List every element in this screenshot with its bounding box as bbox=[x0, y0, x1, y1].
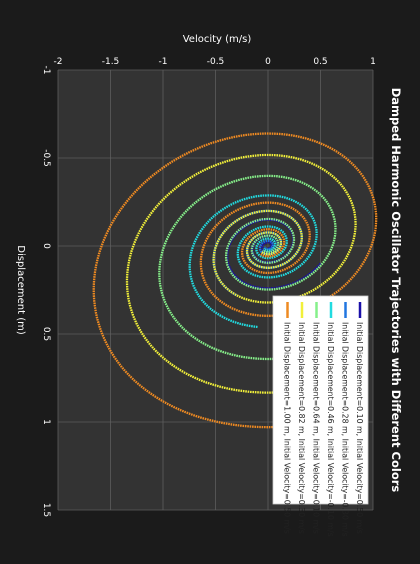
y-tick-label: -2 bbox=[54, 57, 63, 67]
series-line bbox=[158, 174, 337, 361]
x-tick-label: -1 bbox=[41, 66, 51, 75]
x-tick-label: 0.5 bbox=[41, 327, 51, 341]
legend-label: Initial Displacement=0.10 m, Initial Vel… bbox=[355, 322, 364, 534]
y-axis-label: Velocity (m/s) bbox=[183, 34, 252, 45]
legend-label: Initial Displacement=0.82 m, Initial Vel… bbox=[297, 322, 306, 534]
series-line bbox=[212, 209, 303, 297]
x-tick-label: -0.5 bbox=[41, 149, 51, 167]
legend: Initial Displacement=0.10 m, Initial Vel… bbox=[272, 295, 369, 537]
y-tick-label: 0.5 bbox=[313, 57, 327, 67]
x-tick-label: 1.5 bbox=[41, 503, 51, 517]
chart-title: Damped Harmonic Oscillator Trajectories … bbox=[389, 88, 403, 493]
x-axis-label: Displacement (m) bbox=[15, 245, 26, 335]
legend-label: Initial Displacement=1.00 m, Initial Vel… bbox=[283, 322, 292, 534]
y-tick-label: 1 bbox=[370, 57, 376, 67]
x-tick-label: 1 bbox=[41, 419, 51, 425]
legend-box bbox=[272, 295, 369, 505]
y-tick-label: -1.5 bbox=[102, 57, 120, 67]
legend-label: Initial Displacement=0.64 m, Initial Vel… bbox=[312, 322, 321, 534]
series-line bbox=[92, 132, 378, 429]
series-line bbox=[125, 153, 357, 394]
legend-label: Initial Displacement=0.46 m, Initial Vel… bbox=[326, 322, 335, 537]
series-line bbox=[188, 194, 318, 329]
y-tick-label: -1 bbox=[159, 57, 168, 67]
x-tick-label: 0 bbox=[41, 243, 51, 249]
y-tick-label: -0.5 bbox=[207, 57, 225, 67]
legend-label: Initial Displacement=0.28 m, Initial Vel… bbox=[341, 322, 350, 537]
y-tick-label: 0 bbox=[265, 57, 271, 67]
